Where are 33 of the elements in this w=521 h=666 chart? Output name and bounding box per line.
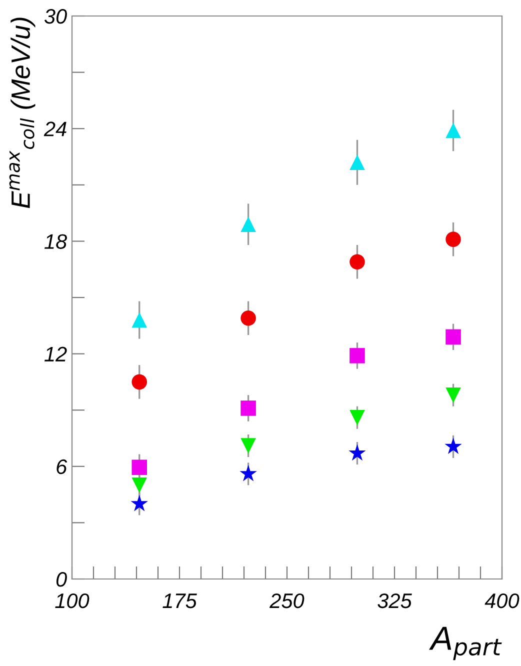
point [350,410,365,426]
point [132,312,148,328]
point [132,478,148,493]
point [350,154,365,170]
x-tick-label: 100 [55,593,90,608]
point [132,460,148,475]
point [446,329,461,345]
point [130,494,148,512]
x-axis-title: A$_{part}$ [429,626,502,660]
point [446,122,461,138]
x-tick-label: 250 [270,593,304,608]
y-tick-label: 12 [44,346,67,362]
x-tick-label: 175 [162,594,197,608]
y-tick-label: 24 [44,122,66,136]
point [240,216,256,232]
point [240,464,257,482]
y-axis-title: E$^{max}$$_{coll}$ (MeV/u) [9,18,36,208]
y-tick-label: 6 [56,459,68,474]
y-tick-label: 30 [44,9,67,24]
y-tick-label: 18 [44,234,68,249]
point [348,444,366,461]
point [350,348,365,364]
y-tick-label: 0 [56,572,67,587]
point [446,232,461,247]
x-tick-label: 400 [484,593,520,608]
point [350,254,365,270]
point [444,438,462,454]
point [240,400,256,416]
point [132,374,148,390]
point [240,438,256,454]
x-tick-label: 325 [378,593,412,608]
point [240,310,256,326]
point [446,387,461,403]
